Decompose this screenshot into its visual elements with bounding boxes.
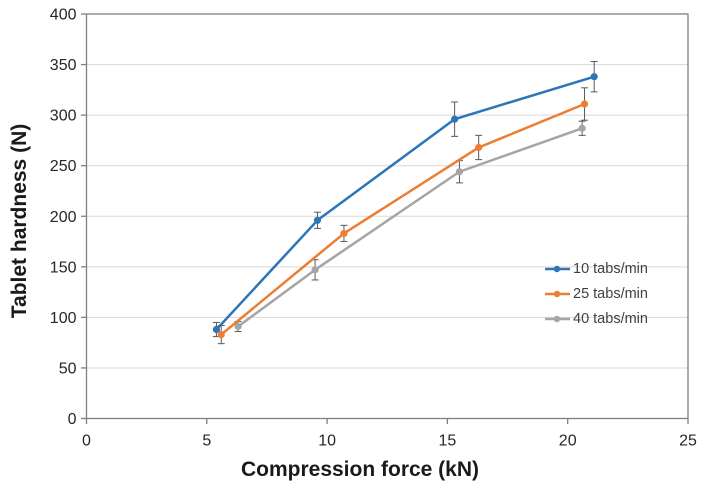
data-point-marker-25-tabs-min — [580, 100, 589, 108]
legend-label: 25 tabs/min — [573, 285, 648, 302]
legend-entry-40-tabs-min: 40 tabs/min — [545, 308, 648, 329]
y-tick-label: 150 — [50, 259, 77, 276]
data-point-marker-10-tabs-min — [212, 325, 221, 334]
data-point-marker-25-tabs-min — [475, 143, 483, 152]
series-line-25-tabs-min — [219, 102, 586, 336]
x-tick-label: 5 — [202, 433, 211, 450]
legend-line-marker-icon — [545, 315, 570, 322]
legend-label: 10 tabs/min — [573, 260, 648, 277]
legend-entry-25-tabs-min: 25 tabs/min — [545, 283, 648, 304]
y-axis-title: Tablet hardness (N) — [8, 123, 31, 319]
y-tick-label: 100 — [50, 310, 77, 327]
x-tick-label: 15 — [439, 433, 457, 450]
y-tick-label: 250 — [50, 158, 77, 175]
x-tick-label: 25 — [679, 433, 697, 450]
x-axis-title: Compression force (kN) — [240, 458, 480, 481]
data-point-marker-40-tabs-min — [455, 168, 464, 176]
data-point-marker-25-tabs-min — [217, 330, 225, 339]
data-point-marker-25-tabs-min — [340, 229, 348, 238]
x-tick-label: 0 — [82, 433, 91, 450]
x-tick-label: 20 — [559, 433, 577, 450]
y-tick-label: 200 — [50, 209, 77, 226]
data-point-marker-40-tabs-min — [234, 322, 242, 331]
legend-line-marker-icon — [545, 265, 570, 272]
data-point-marker-40-tabs-min — [311, 266, 319, 274]
legend-label: 40 tabs/min — [573, 310, 648, 327]
data-point-marker-40-tabs-min — [578, 124, 586, 132]
data-point-marker-10-tabs-min — [313, 216, 322, 224]
y-tick-label: 50 — [59, 360, 77, 377]
y-tick-label: 400 — [50, 7, 77, 24]
y-tick-label: 0 — [68, 411, 77, 428]
series-line-10-tabs-min — [215, 75, 596, 331]
y-tick-label: 350 — [50, 57, 77, 74]
x-tick-label: 10 — [318, 433, 336, 450]
legend-line-marker-icon — [545, 290, 570, 297]
legend-entry-10-tabs-min: 10 tabs/min — [545, 258, 648, 279]
y-tick-label: 300 — [50, 108, 77, 125]
data-point-marker-10-tabs-min — [451, 115, 459, 123]
data-point-marker-10-tabs-min — [590, 73, 598, 81]
series-line-40-tabs-min — [236, 127, 584, 328]
chart-legend: 10 tabs/min 25 tabs/min 40 tabs/min — [545, 258, 648, 329]
